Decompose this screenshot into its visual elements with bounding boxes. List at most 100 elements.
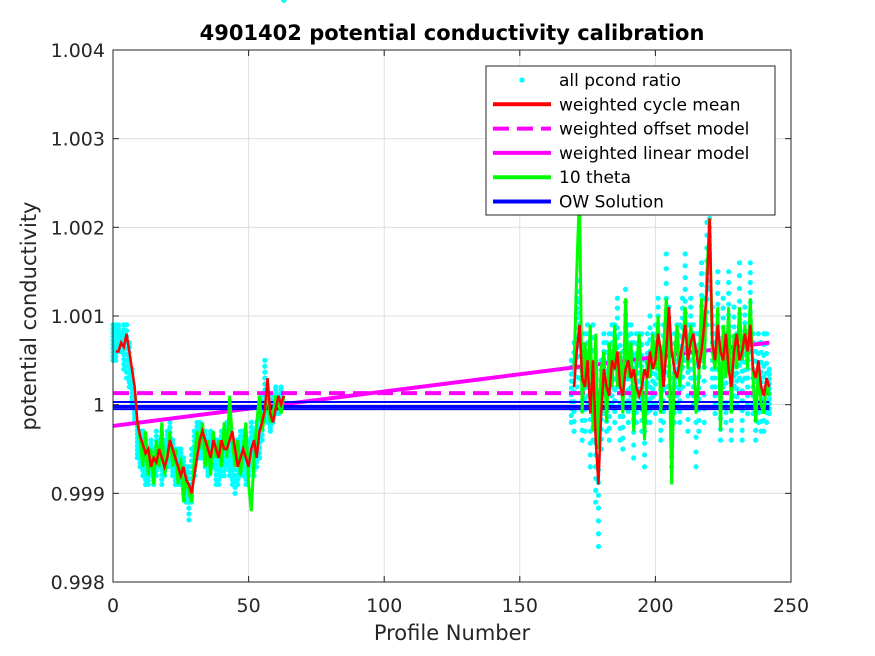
x-tick-label: 200 [637, 595, 673, 617]
pcond-ratio-point [628, 331, 634, 337]
pcond-ratio-point [734, 386, 740, 392]
pcond-ratio-point [186, 505, 192, 511]
pcond-ratio-point [582, 417, 588, 424]
pcond-ratio-point [696, 428, 702, 434]
pcond-ratio-point [660, 419, 667, 425]
pcond-ratio-point [677, 408, 683, 415]
pcond-ratio-point [221, 468, 227, 474]
pcond-ratio-point [617, 342, 623, 349]
y-tick-label: 1.002 [51, 217, 105, 239]
pcond-ratio-point [221, 473, 227, 479]
pcond-ratio-point [113, 353, 119, 359]
legend-box [485, 65, 776, 216]
pcond-ratio-point [579, 437, 585, 443]
x-tick-label: 0 [107, 595, 119, 617]
pcond-ratio-point [701, 378, 707, 384]
pcond-ratio-point [235, 481, 241, 488]
pcond-ratio-point [235, 476, 241, 483]
pcond-ratio-point [129, 386, 135, 392]
pcond-ratio-point [620, 446, 626, 452]
pcond-ratio-point [682, 274, 688, 281]
legend-label: weighted offset model [559, 120, 749, 140]
pcond-ratio-point [685, 416, 691, 423]
pcond-ratio-point [682, 251, 688, 257]
weighted-cycle-mean-line [572, 218, 771, 485]
pcond-ratio-point [259, 432, 265, 438]
legend-label: 10 theta [559, 168, 631, 188]
pcond-ratio-point [715, 279, 721, 286]
y-tick-label: 1.001 [51, 306, 105, 328]
legend-label: OW Solution [559, 193, 664, 213]
pcond-ratio-point [726, 279, 732, 286]
pcond-ratio-point [712, 384, 718, 390]
pcond-ratio-point [595, 492, 602, 498]
pcond-ratio-point [745, 384, 751, 390]
pcond-ratio-point [595, 518, 602, 524]
pcond-ratio-point [609, 393, 615, 399]
pcond-ratio-point [693, 464, 699, 470]
pcond-ratio-point [571, 428, 577, 434]
y-tick-label: 0.999 [51, 483, 105, 505]
pcond-ratio-point [658, 437, 664, 443]
pcond-ratio-point [606, 437, 612, 443]
legend-swatch-dot [519, 77, 525, 83]
pcond-ratio-point [712, 375, 718, 381]
pcond-ratio-point [742, 304, 748, 310]
pcond-ratio-point [663, 266, 669, 272]
pcond-ratio-point [726, 301, 732, 307]
pcond-ratio-point [595, 505, 602, 511]
pcond-ratio-point [763, 360, 770, 366]
pcond-ratio-point [682, 286, 688, 292]
x-tick-label: 250 [773, 595, 809, 617]
pcond-ratio-point [587, 452, 593, 458]
pcond-ratio-point [641, 440, 648, 446]
pcond-ratio-point [731, 324, 737, 330]
legend-entry: weighted linear model [493, 144, 749, 164]
pcond-ratio-point [728, 427, 734, 433]
pcond-ratio-point [595, 543, 602, 550]
pcond-ratio-point [628, 322, 634, 328]
pcond-ratio-point [593, 487, 599, 493]
pcond-ratio-point [747, 289, 753, 295]
pcond-ratio-point [647, 325, 653, 331]
pcond-ratio-point [123, 328, 130, 334]
legend-items: all pcond ratio weighted cycle mean weight… [493, 71, 749, 213]
pcond-ratio-point [574, 384, 580, 390]
pcond-ratio-point [614, 315, 621, 321]
pcond-ratio-point [113, 357, 119, 363]
pcond-ratio-point [688, 304, 694, 310]
pcond-ratio-point [688, 313, 694, 319]
pcond-ratio-point [614, 295, 621, 301]
pcond-ratio-point [742, 312, 748, 318]
pcond-ratio-point [145, 477, 151, 484]
pcond-ratio-point [617, 331, 623, 337]
pcond-ratio-point [766, 371, 772, 377]
legend: all pcond ratio weighted cycle mean weight… [485, 65, 776, 216]
legend-entry: weighted cycle mean [493, 95, 741, 115]
pcond-ratio-point [571, 418, 577, 425]
pcond-ratio-point [148, 437, 154, 443]
pcond-ratio-point [739, 427, 745, 433]
x-axis-label: Profile Number [374, 621, 531, 645]
pcond-ratio-point [178, 446, 184, 452]
pcond-ratio-point [736, 285, 743, 292]
pcond-ratio-point [614, 305, 621, 311]
pcond-ratio-point [715, 269, 721, 275]
pcond-ratio-point [587, 464, 593, 470]
pcond-ratio-point [677, 419, 683, 425]
pcond-ratio-point [273, 384, 279, 390]
pcond-ratio-point [720, 305, 726, 311]
pcond-ratio-point [644, 331, 650, 337]
pcond-ratio-point [688, 295, 694, 301]
pcond-ratio-point [739, 437, 745, 443]
pcond-ratio-point [655, 295, 661, 301]
pcond-ratio-point [248, 424, 254, 430]
legend-entry: OW Solution [493, 193, 664, 213]
pcond-ratio-point [682, 263, 688, 269]
pcond-ratio-point [153, 428, 159, 434]
pcond-ratio-point [259, 437, 265, 443]
pcond-ratio-point [652, 381, 659, 387]
pcond-ratio-point [734, 370, 740, 376]
pcond-ratio-point [693, 449, 699, 455]
pcond-ratio-point [682, 298, 688, 304]
